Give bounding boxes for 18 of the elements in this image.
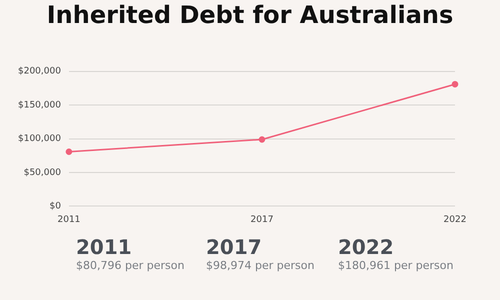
y-tick-label: $100,000 [18,134,62,144]
text: $180,961 per person [338,258,454,273]
y-tick-label: $200,000 [18,66,62,77]
point [452,80,458,88]
chart-title: Inherited Debt for Australians [46,1,454,29]
y-tick-label: $50,000 [24,168,62,178]
text: $98,974 per person [206,258,314,273]
y-tick-label: $0 [49,202,62,212]
x-tick-label: 2017 [250,214,274,225]
text: 2022 [338,235,395,259]
x-tick-label: 2022 [444,214,466,225]
x-tick-label: 2011 [57,214,80,225]
point [66,148,72,155]
text: $80,796 per person [76,258,184,273]
y-tick-label: $150,000 [18,100,62,110]
text: 2017 [206,235,263,259]
text: 2011 [76,235,133,259]
point [258,136,266,143]
